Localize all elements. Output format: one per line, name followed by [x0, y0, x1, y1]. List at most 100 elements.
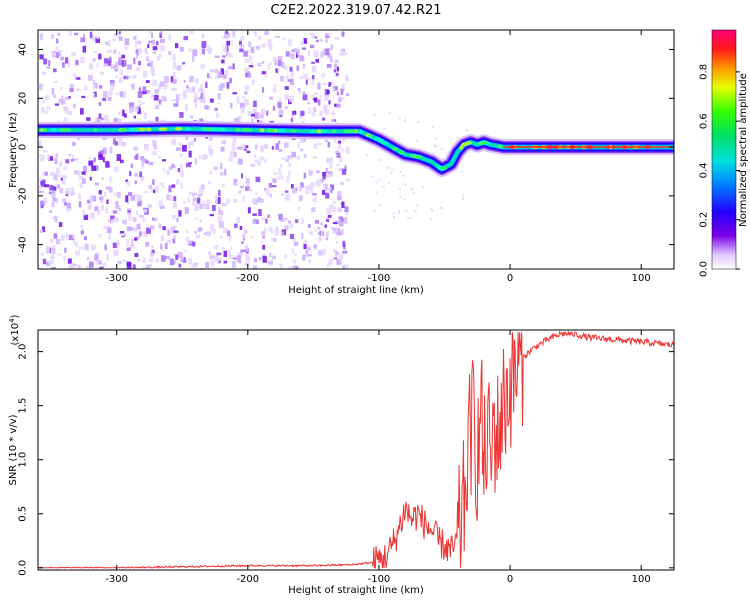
noise-pixel: [342, 240, 346, 247]
noise-pixel: [115, 202, 119, 209]
noise-pixel: [269, 62, 272, 65]
noise-pixel: [99, 150, 104, 155]
noise-pixel: [156, 41, 159, 46]
noise-pixel: [244, 91, 248, 95]
noise-pixel: [314, 220, 320, 224]
noise-pixel: [218, 207, 221, 214]
noise-pixel: [312, 156, 318, 159]
noise-pixel: [340, 229, 344, 236]
noise-pixel: [240, 249, 243, 255]
colorbar: 0.0 0.2 0.4 0.6 0.8 Normalized spectral ampl…: [699, 29, 749, 277]
noise-pixel: [217, 102, 221, 105]
noise-pixel: [43, 110, 49, 114]
spectrogram-y-ticks: -40 -20 0 20 40: [18, 43, 674, 253]
snr-x-axis-label: Height of straight line (km): [288, 585, 424, 596]
x-tick-label: 0: [507, 273, 513, 284]
noise-pixel: [250, 113, 255, 117]
noise-pixel: [176, 65, 182, 71]
noise-pixel: [46, 66, 50, 69]
noise-pixel: [142, 70, 148, 78]
noise-pixel: [326, 207, 331, 214]
noise-pixel: [214, 255, 219, 262]
noise-pixel: [292, 238, 297, 243]
noise-pixel: [112, 210, 118, 214]
noise-pixel: [172, 87, 177, 91]
noise-pixel: [54, 103, 60, 106]
noise-pixel: [153, 189, 156, 193]
noise-pixel: [274, 60, 277, 66]
noise-pixel: [314, 196, 317, 203]
noise-pixel: [345, 74, 349, 80]
noise-pixel: [248, 55, 253, 60]
noise-pixel: [410, 188, 413, 191]
noise-pixel: [117, 139, 123, 146]
noise-pixel: [265, 110, 269, 116]
noise-pixel: [339, 50, 344, 57]
noise-pixel: [108, 219, 112, 223]
ridge-blob: [398, 150, 405, 155]
noise-pixel: [275, 68, 278, 73]
noise-pixel: [172, 54, 176, 61]
noise-pixel: [182, 92, 187, 100]
noise-pixel: [239, 44, 245, 48]
noise-pixel: [310, 186, 314, 194]
noise-pixel: [119, 91, 125, 98]
noise-pixel: [51, 256, 55, 260]
noise-pixel: [269, 193, 272, 198]
noise-pixel: [69, 234, 74, 241]
noise-pixel: [269, 252, 272, 258]
noise-pixel: [195, 205, 200, 209]
noise-pixel: [172, 202, 178, 209]
noise-pixel: [322, 171, 327, 177]
noise-pixel: [188, 191, 193, 196]
noise-pixel: [135, 236, 140, 240]
noise-pixel: [239, 102, 245, 109]
noise-pixel: [186, 229, 189, 234]
noise-pixel: [264, 158, 267, 163]
noise-pixel: [168, 166, 173, 170]
noise-pixel: [118, 118, 122, 123]
noise-pixel: [43, 58, 48, 65]
noise-pixel: [193, 197, 197, 201]
noise-pixel: [159, 182, 164, 186]
noise-pixel: [320, 51, 324, 58]
noise-pixel: [140, 175, 145, 182]
noise-pixel: [38, 141, 42, 149]
noise-pixel: [91, 212, 96, 220]
noise-pixel: [257, 196, 261, 203]
noise-pixel: [335, 241, 339, 244]
y-tick-label: 20: [18, 92, 29, 105]
x-tick-label: -200: [236, 273, 259, 284]
noise-pixel: [88, 63, 94, 70]
noise-pixel: [258, 257, 262, 261]
y-tick-label: 40: [18, 43, 29, 56]
noise-pixel: [393, 212, 396, 215]
noise-pixel: [340, 218, 344, 222]
noise-pixel: [311, 78, 315, 85]
noise-pixel: [260, 241, 263, 244]
noise-pixel: [138, 60, 141, 66]
noise-pixel: [40, 252, 44, 256]
noise-pixel: [285, 159, 290, 162]
noise-pixel: [116, 191, 121, 199]
spectrogram-y-axis-label: Frequency (Hz): [8, 112, 19, 188]
noise-pixel: [135, 210, 139, 215]
noise-pixel: [166, 170, 170, 175]
noise-pixel: [238, 260, 242, 264]
ridge-blob: [204, 127, 212, 132]
noise-pixel: [290, 118, 294, 122]
noise-pixel: [337, 207, 343, 212]
ridge-blob: [440, 166, 448, 170]
noise-pixel: [289, 66, 293, 72]
noise-pixel: [278, 168, 281, 175]
noise-pixel: [275, 226, 278, 229]
noise-pixel: [334, 251, 339, 256]
noise-pixel: [105, 186, 111, 190]
noise-pixel: [237, 190, 243, 194]
noise-pixel: [122, 109, 125, 117]
noise-pixel: [300, 110, 305, 116]
noise-pixel: [96, 63, 99, 68]
noise-pixel: [291, 184, 294, 189]
noise-pixel: [303, 73, 308, 79]
noise-pixel: [44, 171, 48, 176]
